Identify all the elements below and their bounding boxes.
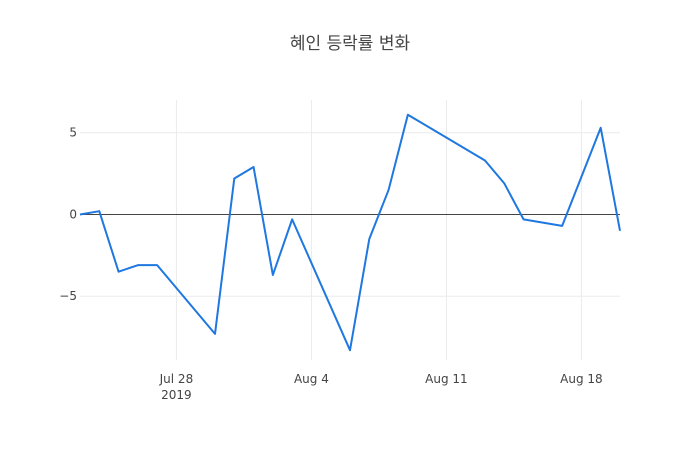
chart-title: 혜인 등락률 변화 [290, 34, 411, 54]
x-tick-label: Aug 18 [560, 372, 603, 386]
y-tick-label: −5 [59, 289, 77, 303]
y-tick-label: 5 [69, 126, 77, 140]
grid [80, 100, 620, 360]
x-tick-label: Aug 11 [425, 372, 468, 386]
x-tick-label: Jul 28 [159, 372, 194, 386]
y-tick-label: 0 [69, 207, 77, 221]
y-axis-ticks: 5 0 −5 [59, 126, 77, 304]
x-axis-ticks: Jul 28 2019 Aug 4 Aug 11 Aug 18 [159, 372, 603, 402]
x-tick-year-label: 2019 [161, 388, 192, 402]
series-layer [79, 113, 621, 352]
x-tick-label: Aug 4 [294, 372, 329, 386]
series-line [79, 113, 621, 352]
